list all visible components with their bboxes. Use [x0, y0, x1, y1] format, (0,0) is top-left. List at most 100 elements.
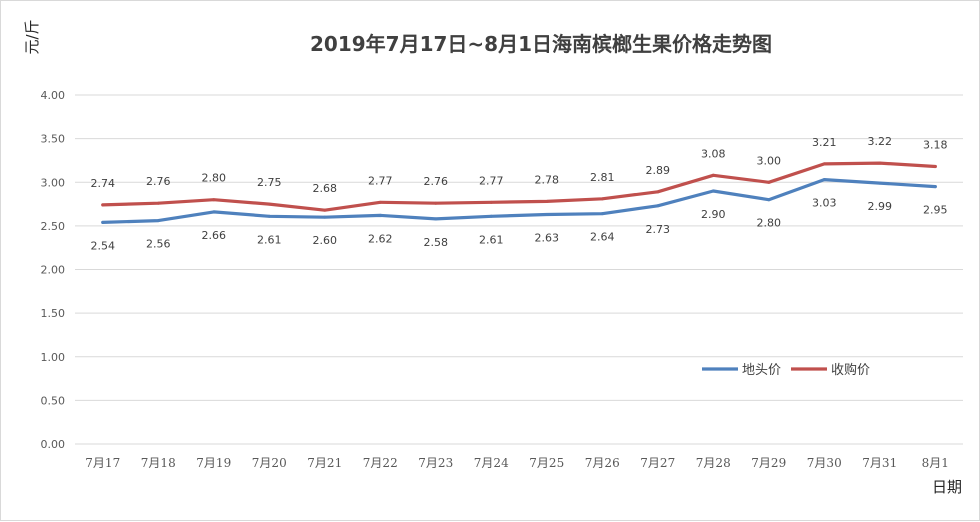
data-point: [933, 185, 937, 189]
x-tick-label: 8月1: [922, 456, 949, 470]
data-label: 3.00: [757, 154, 782, 167]
data-label: 2.74: [91, 177, 116, 190]
legend: 地头价 收购价: [702, 362, 870, 378]
x-tick-label: 7月19: [196, 456, 231, 470]
y-axis-ticks: 0.00 0.50 1.00 1.50 2.00 2.50 3.00 3.50 4.00: [41, 89, 66, 451]
data-point: [600, 197, 604, 201]
data-label: 3.03: [812, 197, 837, 210]
data-point: [600, 212, 604, 216]
y-tick-label: 1.50: [41, 307, 66, 320]
series-lines: [101, 161, 937, 224]
data-label: 2.81: [590, 171, 615, 184]
data-label: 2.90: [701, 208, 726, 221]
data-point: [434, 201, 438, 205]
data-label: 3.21: [812, 136, 837, 149]
data-point: [656, 190, 660, 194]
data-label: 2.60: [313, 234, 338, 247]
data-label: 2.99: [868, 200, 893, 213]
data-label: 2.77: [368, 174, 393, 187]
series-line-1: [101, 178, 937, 224]
data-point: [878, 181, 882, 185]
data-label: 2.95: [923, 204, 948, 217]
data-point: [323, 215, 327, 219]
chart-title: 2019年7月17日~8月1日海南槟榔生果价格走势图: [310, 32, 772, 56]
data-point: [156, 201, 160, 205]
data-label: 2.58: [424, 236, 449, 249]
x-tick-label: 7月31: [862, 456, 897, 470]
y-tick-label: 3.50: [41, 133, 66, 146]
data-label: 2.54: [91, 239, 116, 252]
data-label: 2.66: [202, 229, 227, 242]
data-point: [933, 165, 937, 169]
x-tick-label: 7月25: [529, 456, 564, 470]
data-point: [212, 210, 216, 214]
data-point: [434, 217, 438, 221]
data-label: 2.77: [479, 174, 504, 187]
data-label: 2.80: [202, 172, 227, 185]
y-tick-label: 3.00: [41, 176, 66, 189]
data-point: [711, 189, 715, 193]
y-tick-label: 4.00: [41, 89, 66, 102]
data-point: [489, 200, 493, 204]
data-label: 2.76: [424, 175, 449, 188]
data-label: 2.68: [313, 182, 338, 195]
data-label: 3.08: [701, 147, 726, 160]
y-tick-label: 1.00: [41, 351, 66, 364]
x-tick-label: 7月22: [363, 456, 398, 470]
data-point: [212, 198, 216, 202]
x-tick-label: 7月20: [252, 456, 287, 470]
data-point: [656, 204, 660, 208]
x-tick-label: 7月26: [585, 456, 620, 470]
data-label: 2.61: [479, 233, 504, 246]
data-point: [767, 198, 771, 202]
data-point: [323, 208, 327, 212]
gridlines: [75, 94, 963, 445]
data-label: 2.89: [646, 164, 671, 177]
x-axis-label: 日期: [932, 478, 962, 496]
legend-label: 地头价: [742, 363, 781, 378]
data-label: 2.76: [146, 175, 171, 188]
data-point: [489, 214, 493, 218]
data-point: [267, 202, 271, 206]
data-point: [822, 162, 826, 166]
y-tick-label: 2.50: [41, 220, 66, 233]
y-tick-label: 0.50: [41, 394, 66, 407]
data-point: [822, 178, 826, 182]
x-tick-label: 7月30: [807, 456, 842, 470]
data-point: [767, 180, 771, 184]
data-label: 2.56: [146, 238, 171, 251]
x-axis-ticks: 7月17 7月18 7月19 7月20 7月21 7月22 7月23 7月24 7月25 7月26…: [85, 456, 949, 470]
legend-label: 收购价: [831, 362, 870, 378]
data-point: [101, 220, 105, 224]
x-tick-label: 7月18: [141, 456, 176, 470]
data-label: 2.61: [257, 233, 282, 246]
data-point: [101, 203, 105, 207]
data-label: 2.64: [590, 231, 615, 244]
x-tick-label: 7月29: [751, 456, 786, 470]
data-point: [267, 214, 271, 218]
data-point: [545, 199, 549, 203]
x-tick-label: 7月23: [418, 456, 453, 470]
data-label: 2.80: [757, 217, 782, 230]
data-labels: 2.54 2.56 2.66 2.61 2.60 2.62 2.58 2.61 2.63 2.64…: [91, 135, 948, 252]
data-label: 3.22: [868, 135, 893, 148]
y-tick-label: 2.00: [41, 264, 66, 277]
data-label: 3.18: [923, 139, 948, 152]
x-tick-label: 7月24: [474, 456, 509, 470]
data-label: 2.62: [368, 232, 393, 245]
x-tick-label: 7月17: [85, 456, 120, 470]
y-tick-label: 0.00: [41, 438, 66, 451]
x-tick-label: 7月28: [696, 456, 731, 470]
series-line-2: [101, 161, 937, 212]
y-axis-label: 元/斤: [23, 19, 41, 54]
data-point: [378, 200, 382, 204]
data-label: 2.73: [646, 223, 671, 236]
data-point: [545, 213, 549, 217]
x-tick-label: 7月27: [640, 456, 675, 470]
data-label: 2.78: [535, 173, 560, 186]
data-label: 2.75: [257, 176, 282, 189]
x-tick-label: 7月21: [307, 456, 342, 470]
data-point: [156, 219, 160, 223]
